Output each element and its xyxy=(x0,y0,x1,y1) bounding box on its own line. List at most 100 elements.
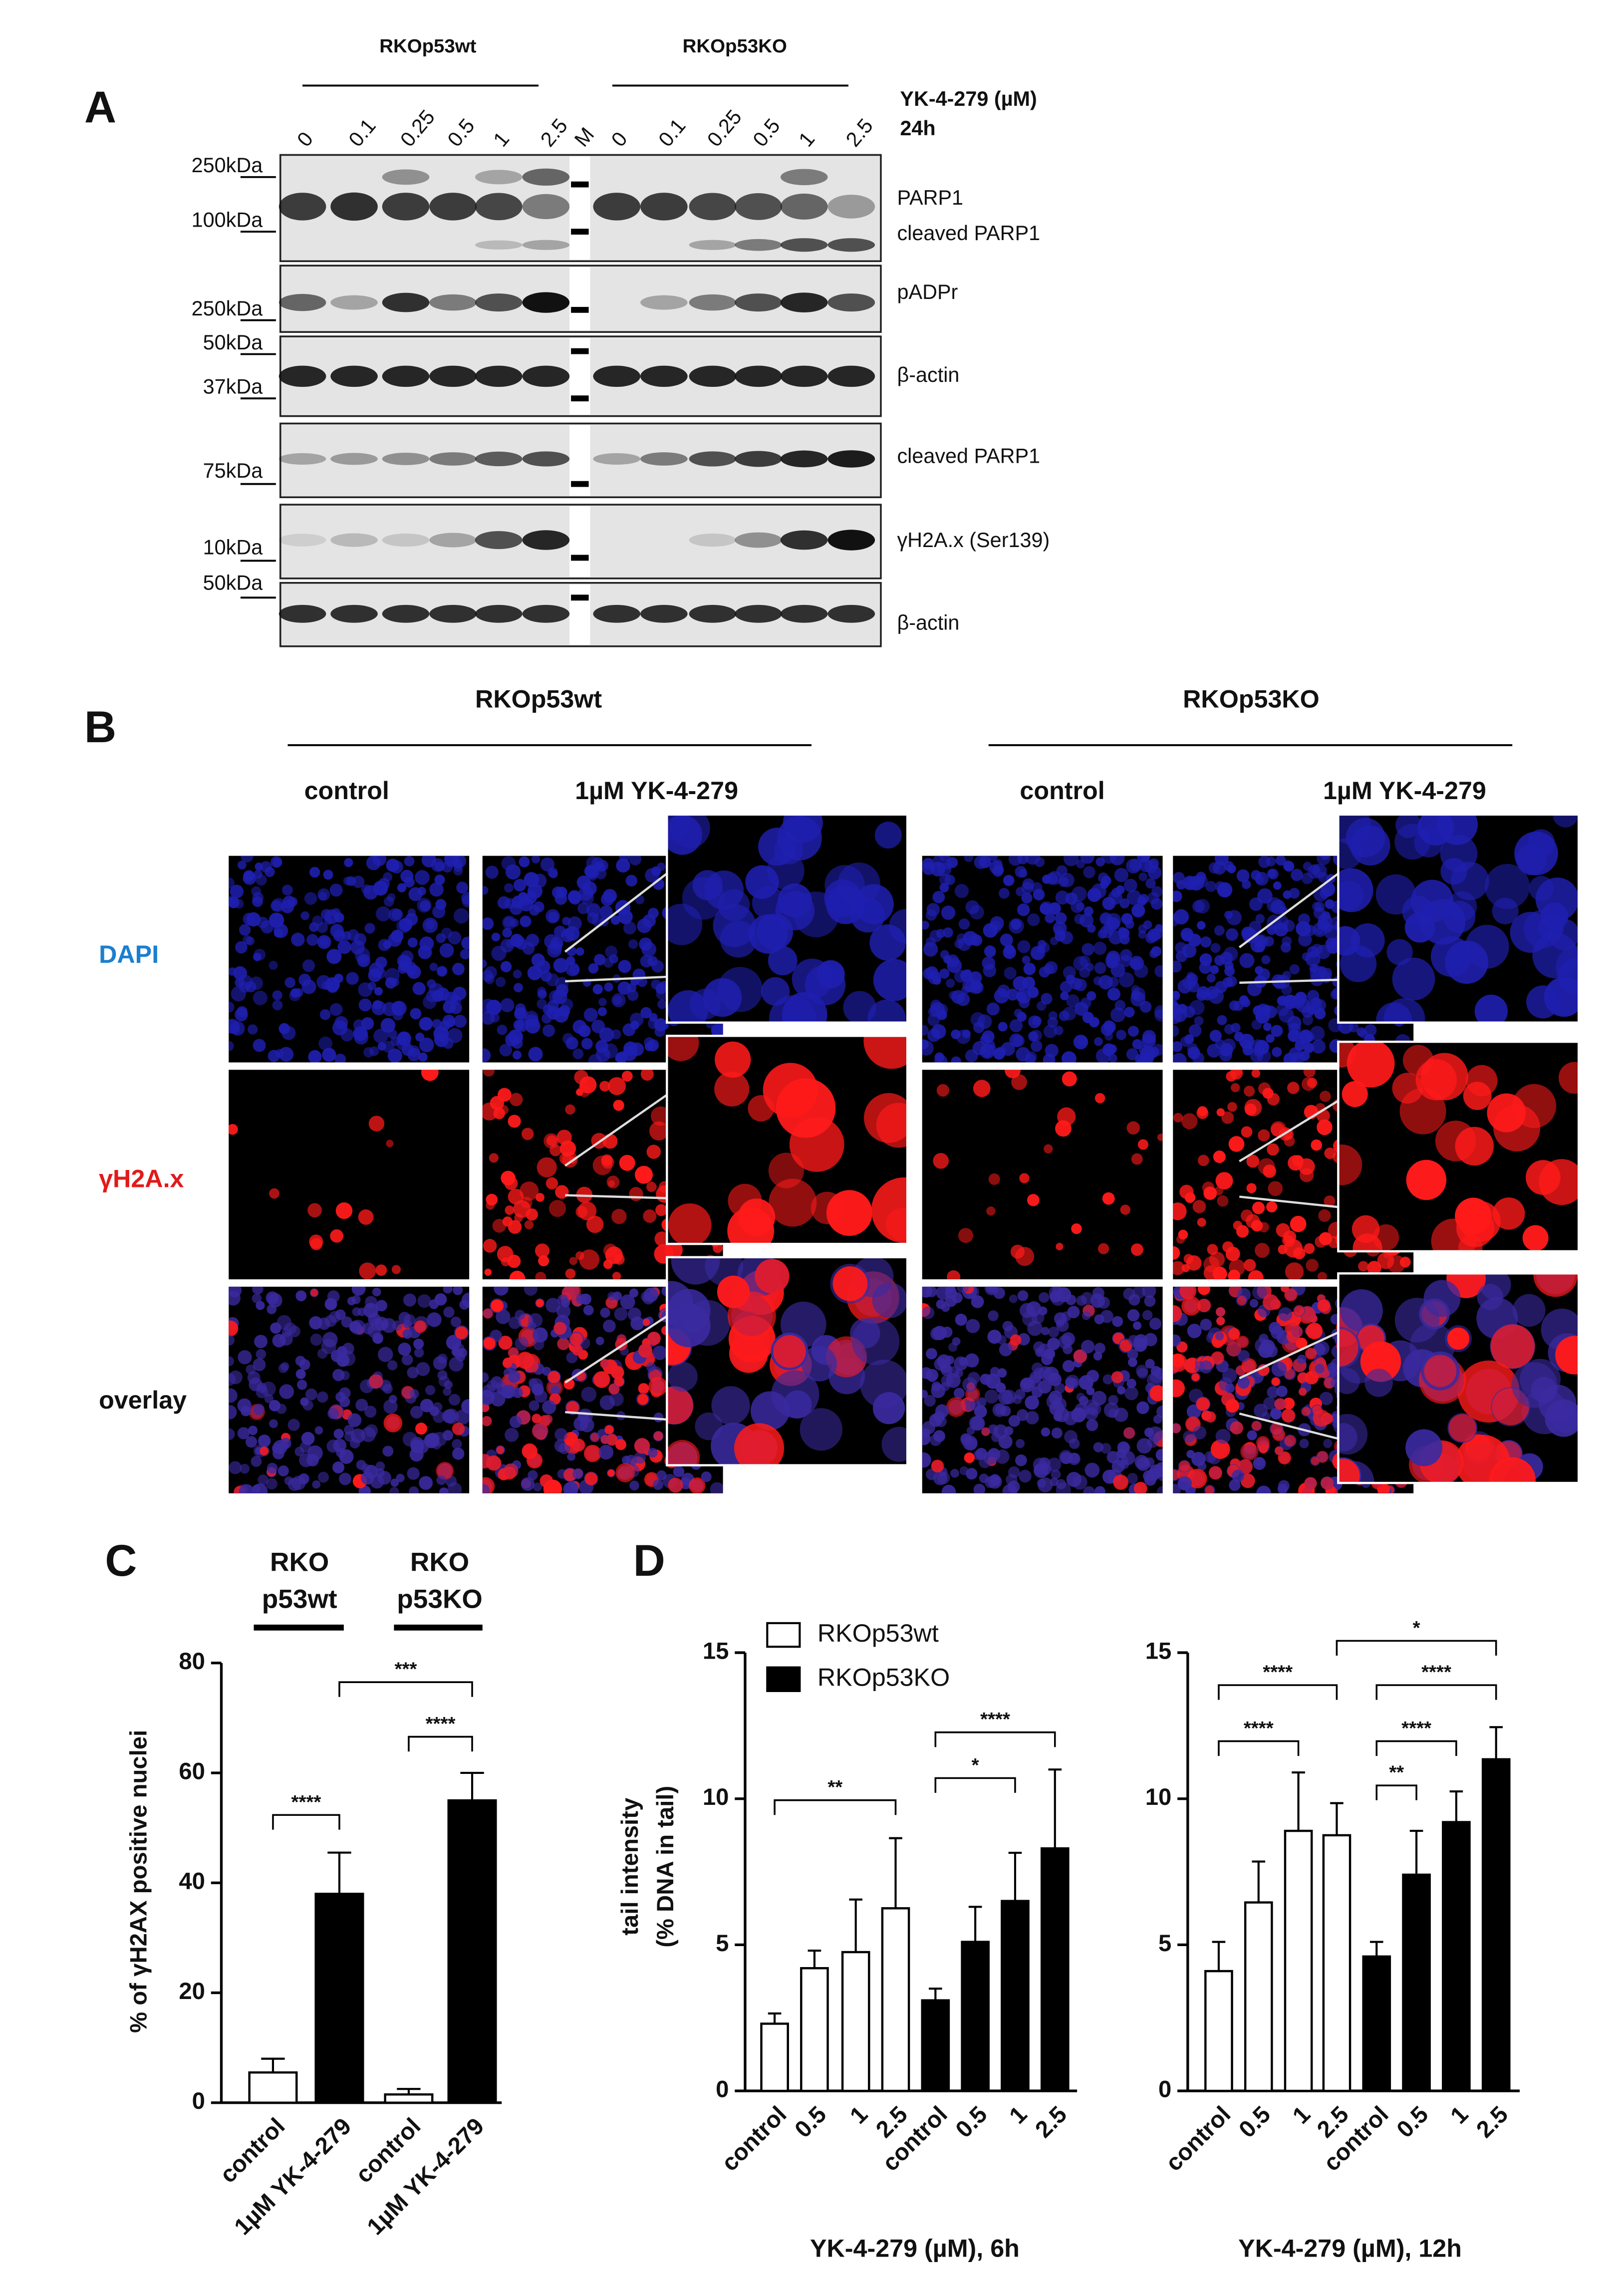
foci xyxy=(1240,1473,1255,1488)
band xyxy=(689,451,737,467)
foci xyxy=(1157,1134,1163,1141)
foci xyxy=(1284,1288,1298,1302)
cells xyxy=(933,1070,1163,1280)
nucleus xyxy=(453,986,467,1000)
foci xyxy=(1267,1143,1279,1156)
nucleus xyxy=(1250,938,1265,953)
nucleus xyxy=(1117,1386,1126,1395)
nucleus xyxy=(502,1387,514,1399)
band xyxy=(278,193,326,221)
foci xyxy=(1300,1168,1314,1182)
nucleus xyxy=(399,917,413,931)
foci xyxy=(509,1270,526,1280)
nucleus xyxy=(962,1029,971,1038)
nucleus xyxy=(499,1044,513,1057)
nucleus xyxy=(1074,913,1085,924)
nucleus xyxy=(312,1480,321,1489)
nucleus xyxy=(524,1286,538,1296)
nucleus xyxy=(1266,924,1277,935)
error-bar xyxy=(1212,1941,1226,1972)
nucleus xyxy=(1296,921,1311,936)
error-bar xyxy=(327,1851,351,1894)
nucleus xyxy=(621,1455,631,1465)
nucleus xyxy=(247,1371,261,1385)
nucleus xyxy=(973,1483,986,1493)
nucleus xyxy=(1083,866,1095,878)
nucleus xyxy=(1215,1429,1231,1444)
band xyxy=(689,240,737,250)
significance-bracket xyxy=(1336,1640,1497,1656)
nucleus xyxy=(1038,1380,1052,1394)
nucleus xyxy=(432,905,446,918)
nucleus xyxy=(485,865,499,879)
nucleus xyxy=(1223,946,1238,961)
nucleus xyxy=(401,1043,414,1056)
nucleus xyxy=(612,996,622,1005)
cells xyxy=(482,1286,723,1493)
nucleus xyxy=(1033,1341,1045,1353)
nucleus xyxy=(294,988,303,997)
nucleus xyxy=(374,987,383,996)
foci xyxy=(876,1103,908,1148)
foci xyxy=(1205,1485,1214,1493)
nucleus xyxy=(1113,1408,1128,1422)
nucleus xyxy=(324,916,332,925)
band xyxy=(735,451,782,467)
foci xyxy=(1287,1082,1300,1094)
cells xyxy=(229,856,470,1063)
nucleus xyxy=(576,875,591,890)
significance-bracket xyxy=(1218,1684,1338,1700)
foci xyxy=(497,1088,512,1102)
nucleus xyxy=(454,908,469,924)
nucleus xyxy=(1224,861,1234,871)
foci xyxy=(583,1444,601,1462)
foci xyxy=(1198,1286,1211,1295)
nucleus xyxy=(546,973,559,987)
nucleus xyxy=(500,998,515,1013)
bar xyxy=(1362,1955,1391,2092)
nucleus xyxy=(1093,941,1107,955)
foci xyxy=(489,1153,499,1163)
significance-bracket xyxy=(1375,1740,1457,1756)
nucleus xyxy=(1465,924,1509,969)
nucleus xyxy=(768,946,798,976)
foci xyxy=(1179,1286,1197,1300)
nucleus xyxy=(509,1416,522,1429)
nucleus xyxy=(238,974,253,989)
nucleus xyxy=(603,1319,616,1333)
nucleus xyxy=(1173,1007,1187,1022)
band xyxy=(689,604,737,623)
lane-label: 1 xyxy=(794,127,819,151)
nucleus xyxy=(1083,1486,1095,1493)
bar xyxy=(1442,1821,1471,2092)
band xyxy=(475,531,523,550)
nucleus xyxy=(783,1390,812,1419)
foci xyxy=(1271,1377,1280,1386)
band xyxy=(640,365,688,387)
nucleus xyxy=(240,1463,250,1474)
foci xyxy=(1229,1259,1246,1276)
nucleus xyxy=(936,1299,946,1309)
nucleus xyxy=(1082,1311,1091,1320)
nucleus xyxy=(1263,1022,1272,1031)
band xyxy=(735,239,782,251)
foci xyxy=(727,1207,775,1244)
y-axis-label: % of γH2AX positive nuclei xyxy=(125,1730,152,2033)
nucleus xyxy=(455,1409,470,1425)
nucleus xyxy=(1095,1048,1111,1063)
foci xyxy=(1071,1223,1082,1234)
nucleus xyxy=(1007,1480,1020,1493)
nucleus xyxy=(333,1429,344,1439)
y-tick-label: 40 xyxy=(179,1868,205,1895)
nucleus xyxy=(627,983,637,993)
nucleus xyxy=(252,1286,264,1295)
nucleus xyxy=(1139,859,1153,872)
nucleus xyxy=(246,936,255,946)
nucleus xyxy=(1116,1030,1126,1040)
nucleus xyxy=(673,1465,685,1477)
band xyxy=(827,604,875,623)
nucleus xyxy=(640,955,653,968)
nucleus xyxy=(461,1399,470,1414)
nucleus xyxy=(1210,965,1219,974)
